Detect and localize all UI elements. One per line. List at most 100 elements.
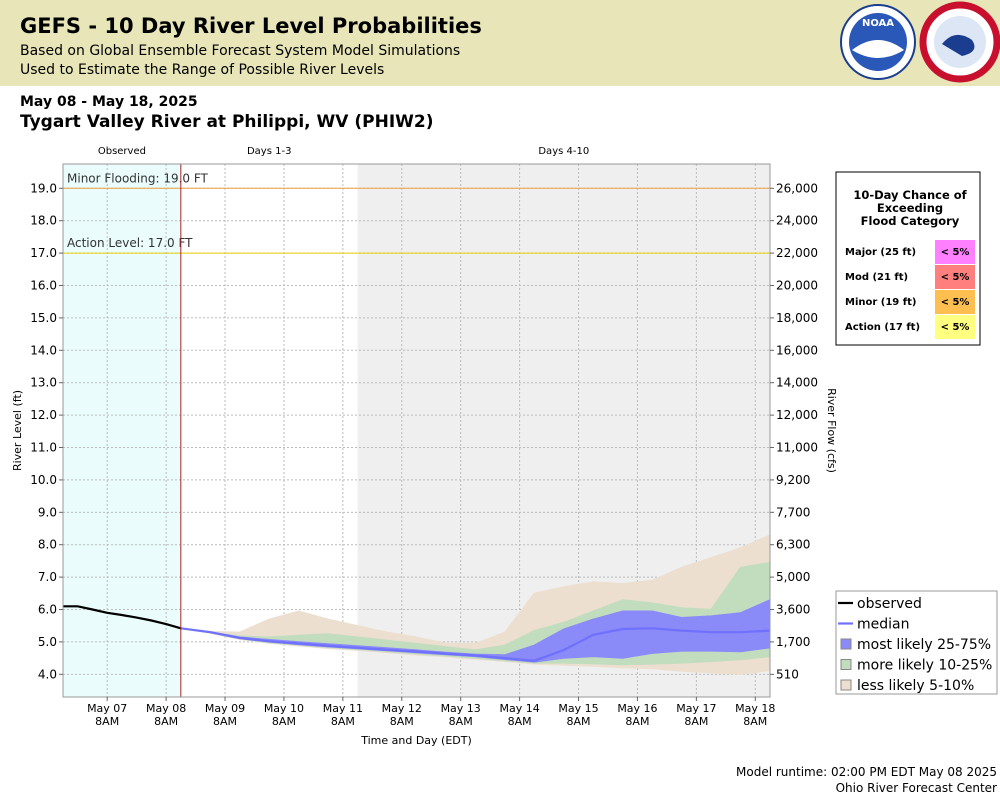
- flood-chance: < 5%: [941, 322, 970, 333]
- footer: Ohio River Forecast Center: [836, 781, 997, 795]
- flood-category: Mod (21 ft): [845, 272, 908, 283]
- region-label: Days 1-3: [247, 146, 291, 157]
- band-edge: [180, 534, 771, 645]
- y2-tick-label: 24,000: [776, 214, 818, 228]
- flood-chance: < 5%: [941, 297, 970, 308]
- x-tick-label: 8AM: [154, 715, 178, 728]
- threshold-label: Minor Flooding: 19.0 FT: [67, 171, 209, 185]
- y-tick-label: 7.0: [38, 570, 57, 584]
- x-tick-label: 8AM: [743, 715, 767, 728]
- legend-swatch: [840, 638, 852, 650]
- x-tick-label: May 18: [735, 702, 775, 715]
- threshold-label: Action Level: 17.0 FT: [67, 236, 193, 250]
- x-tick-label: May 09: [205, 702, 245, 715]
- legend-label: most likely 25-75%: [857, 637, 991, 653]
- y-axis-label: River Level (ft): [11, 390, 24, 471]
- y-tick-label: 9.0: [38, 505, 57, 519]
- y2-tick-label: 1,700: [776, 635, 810, 649]
- x-tick-label: 8AM: [272, 715, 296, 728]
- y2-tick-label: 11,000: [776, 441, 818, 455]
- x-tick-label: May 11: [323, 702, 363, 715]
- x-tick-label: May 08: [146, 702, 186, 715]
- x-tick-label: May 07: [87, 702, 127, 715]
- y2-tick-label: 6,300: [776, 538, 810, 552]
- x-axis-label: Time and Day (EDT): [360, 734, 472, 747]
- x-tick-label: May 17: [676, 702, 716, 715]
- band-edge: [180, 599, 771, 656]
- y-tick-label: 13.0: [30, 376, 57, 390]
- flood-table-title: 10-Day Chance of: [853, 188, 967, 202]
- y2-tick-label: 510: [776, 667, 799, 681]
- flood-chance: < 5%: [941, 247, 970, 258]
- location: Tygart Valley River at Philippi, WV (PHI…: [20, 112, 434, 132]
- x-tick-label: 8AM: [567, 715, 591, 728]
- y2-tick-label: 14,000: [776, 376, 818, 390]
- y2-tick-label: 5,000: [776, 570, 810, 584]
- legend-label: less likely 5-10%: [857, 678, 974, 694]
- header-band: [0, 0, 1000, 86]
- legend-label: more likely 10-25%: [857, 658, 992, 674]
- x-tick-label: May 13: [441, 702, 481, 715]
- line: [63, 605, 182, 630]
- y-tick-label: 12.0: [30, 408, 57, 422]
- legend-box: [835, 590, 998, 695]
- y-tick-label: 11.0: [30, 441, 57, 455]
- flood-category: Minor (19 ft): [845, 297, 916, 308]
- x-tick-label: May 16: [617, 702, 657, 715]
- y2-tick-label: 16,000: [776, 343, 818, 357]
- y2-axis-label: River Flow (cfs): [825, 388, 838, 473]
- x-tick-label: May 14: [499, 702, 539, 715]
- flood-chance: < 5%: [941, 272, 970, 283]
- chance-cell: [935, 265, 975, 289]
- y-tick-label: 5.0: [38, 635, 57, 649]
- x-tick-label: 8AM: [390, 715, 414, 728]
- logo-text: NOAA: [862, 18, 894, 29]
- legend-label: median: [857, 617, 909, 633]
- y-tick-label: 10.0: [30, 473, 57, 487]
- y-tick-label: 14.0: [30, 343, 57, 357]
- y-tick-label: 16.0: [30, 279, 57, 293]
- x-tick-label: 8AM: [331, 715, 355, 728]
- y-tick-label: 8.0: [38, 538, 57, 552]
- y-tick-label: 15.0: [30, 311, 57, 325]
- y2-tick-label: 26,000: [776, 181, 818, 195]
- x-tick-label: 8AM: [449, 715, 473, 728]
- x-tick-label: 8AM: [95, 715, 119, 728]
- band-edge: [180, 627, 771, 666]
- legend-swatch: [840, 679, 852, 691]
- y2-tick-label: 7,700: [776, 505, 810, 519]
- y2-tick-label: 20,000: [776, 279, 818, 293]
- nws-logo: [919, 1, 1000, 83]
- band-edge: [180, 561, 771, 651]
- y-tick-label: 4.0: [38, 667, 57, 681]
- header-subtitle: Used to Estimate the Range of Possible R…: [20, 62, 384, 78]
- flood-table-title: Exceeding: [877, 201, 943, 215]
- y-tick-label: 19.0: [30, 181, 57, 195]
- header-subtitle: Based on Global Ensemble Forecast System…: [20, 43, 460, 59]
- legend-swatch: [840, 659, 852, 670]
- y2-tick-label: 18,000: [776, 311, 818, 325]
- region: [180, 164, 358, 697]
- x-tick-label: 8AM: [684, 715, 708, 728]
- x-tick-label: May 15: [558, 702, 598, 715]
- x-tick-label: 8AM: [213, 715, 237, 728]
- x-tick-label: 8AM: [625, 715, 649, 728]
- date-range: May 08 - May 18, 2025: [20, 94, 198, 110]
- plot-border: [62, 163, 771, 698]
- y2-tick-label: 3,600: [776, 603, 810, 617]
- y-tick-label: 6.0: [38, 603, 57, 617]
- region-label: Observed: [98, 146, 146, 157]
- legend-label: observed: [857, 596, 922, 612]
- y2-tick-label: 9,200: [776, 473, 810, 487]
- x-tick-label: 8AM: [508, 715, 532, 728]
- flood-category: Action (17 ft): [845, 322, 920, 333]
- noaa-logo: NOAA: [840, 4, 916, 80]
- x-tick-label: May 12: [382, 702, 422, 715]
- footer: Model runtime: 02:00 PM EDT May 08 2025: [736, 765, 997, 779]
- region-label: Days 4-10: [538, 146, 589, 157]
- chance-cell: [935, 240, 975, 264]
- line: [180, 627, 771, 662]
- header-title: GEFS - 10 Day River Level Probabilities: [20, 14, 482, 38]
